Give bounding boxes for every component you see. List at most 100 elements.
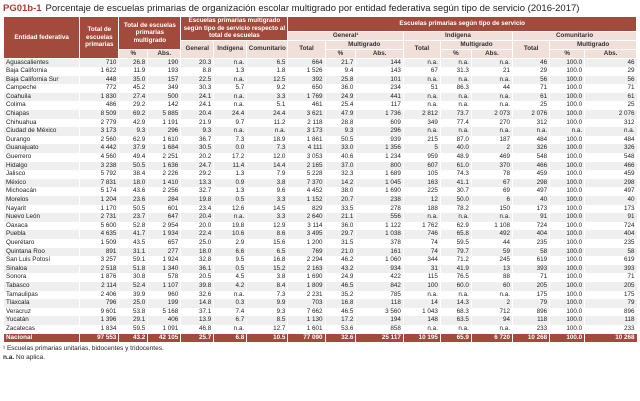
table-cell: 6.8 (213, 333, 247, 343)
row-label: Chiapas (2, 110, 80, 119)
table-cell: 22.4 (180, 230, 214, 239)
table-cell: 20.0 (180, 221, 214, 231)
table-cell: 5 228 (287, 170, 326, 179)
title-code: PG01b-1 (3, 3, 42, 14)
table-cell: 0.5 (213, 264, 247, 274)
table-cell: 1 809 (287, 281, 326, 291)
table-cell: 63.5 (439, 316, 472, 325)
table-cell: 100.0 (549, 135, 585, 145)
table: Entidad federativa Total de escuelas prim… (2, 16, 637, 343)
table-cell: 3 621 (287, 110, 326, 119)
table-cell: 1 108 (470, 221, 513, 231)
table-cell: 9.7 (213, 118, 247, 128)
table-cell: 238 (355, 196, 404, 205)
table-cell: 71 (584, 273, 637, 282)
table-cell: 36.0 (324, 221, 356, 231)
table-cell: 785 (355, 290, 404, 300)
table-cell: 39.9 (118, 290, 148, 300)
table-cell: 157 (147, 75, 181, 85)
header-cell: Comunitario (512, 30, 637, 41)
table-header: Entidad federativa Total de escuelas prim… (2, 16, 637, 59)
table-cell: 2 954 (147, 221, 181, 231)
row-label: Baja California (2, 67, 80, 76)
table-cell: 393 (512, 264, 550, 274)
table-cell: 1 610 (147, 135, 181, 145)
table-cell: 16.8 (324, 299, 356, 308)
table-cell: 484 (584, 135, 637, 145)
table-row: Morelos 1 204 23.6 284 19.8 0.5 3.3 1 152 20.7 23… (2, 196, 637, 205)
table-cell: 296 (147, 127, 181, 136)
table-cell: 1 356 (355, 144, 404, 154)
table-cell: 1 736 (355, 110, 404, 119)
table-cell: 59.1 (118, 256, 148, 265)
table-cell: 1 636 (147, 161, 181, 171)
table-cell: 12.6 (213, 204, 247, 214)
table-cell: 392 (287, 75, 326, 85)
table-cell: 1 684 (147, 144, 181, 154)
table-cell: 42.9 (118, 118, 148, 128)
row-label: Colima (2, 101, 80, 111)
table-cell: 42 105 (147, 333, 181, 343)
table-row: Tamaulipas 2 406 39.9 960 32.6 n.a. 7.3 2 231 35… (2, 290, 637, 300)
table-cell: n.a. (402, 127, 441, 136)
table-cell: 163 (402, 178, 441, 188)
table-cell: 2 076 (584, 110, 637, 119)
header-cell: Total (287, 39, 326, 59)
table-cell: 1 876 (79, 273, 119, 282)
table-cell: 71 (512, 273, 550, 282)
table-cell: n.a. (470, 290, 513, 300)
table-cell: 35.0 (118, 75, 148, 85)
table-cell: 58 (584, 247, 637, 257)
table-cell: 100.0 (549, 316, 585, 325)
table-cell: 100.0 (549, 299, 585, 308)
table-cell: 32.7 (180, 187, 214, 196)
table-cell: 8.8 (180, 67, 214, 76)
table-cell: 298 (584, 178, 637, 188)
table-cell: 710 (79, 58, 119, 68)
table-cell: 100.0 (549, 238, 585, 248)
table-row: Guanajuato 4 442 37.9 1 684 30.5 0.0 7.3 4 111 3… (2, 144, 637, 154)
table-cell: 1 091 (147, 324, 181, 334)
table-row: Aguascalientes 710 26.8 190 20.3 n.a. 6.5 664 21… (2, 58, 637, 68)
table-cell: 59.5 (439, 238, 472, 248)
table-cell: 161 (355, 247, 404, 257)
table-cell: 100.0 (549, 196, 585, 205)
table-cell: 2 731 (79, 213, 119, 222)
table-cell: 10.6 (213, 230, 247, 239)
table-cell: 100 (402, 281, 441, 291)
table-cell: 40.6 (324, 153, 356, 162)
table-cell: 934 (355, 264, 404, 274)
table-cell: 2 076 (512, 110, 550, 119)
table-cell: 3 257 (79, 256, 119, 265)
table-row: Tabasco 2 114 52.4 1 107 39.8 4.2 8.4 1 809 46.5… (2, 281, 637, 291)
table-cell: 796 (79, 299, 119, 308)
table-cell: 6.6 (213, 247, 247, 257)
table-cell: 7.3 (246, 144, 288, 154)
footnote: n.a. No aplica. (3, 353, 637, 362)
table-cell: 86.3 (439, 84, 472, 93)
table-cell: 53.8 (118, 307, 148, 317)
row-label: Jalisco (2, 170, 80, 179)
table-cell: 448 (79, 75, 119, 85)
row-label: Coahuila (2, 92, 80, 102)
table-cell: n.a. (584, 127, 637, 136)
table-cell: 8.6 (246, 230, 288, 239)
table-cell: 100.0 (549, 161, 585, 171)
table-cell: 703 (287, 299, 326, 308)
table-cell: 100.0 (549, 290, 585, 300)
table-cell: 20.4 (180, 213, 214, 222)
table-cell: 12 (402, 196, 441, 205)
table-cell: 1.3 (213, 170, 247, 179)
table-cell: 41.7 (118, 230, 148, 239)
table-cell: 56 (584, 75, 637, 85)
table-cell: 312 (512, 118, 550, 128)
table-cell: 100.0 (549, 101, 585, 111)
table-cell: 7.3 (213, 135, 247, 145)
table-row: Sinaloa 2 518 51.8 1 340 36.1 0.5 15.2 2 163 43.… (2, 264, 637, 274)
table-cell: 4 111 (287, 144, 326, 154)
table-cell: 100.0 (549, 324, 585, 334)
table-cell: 13 (470, 264, 513, 274)
table-cell: n.a. (439, 127, 472, 136)
table-cell: 65.9 (439, 333, 472, 343)
table-cell: 51.8 (118, 264, 148, 274)
